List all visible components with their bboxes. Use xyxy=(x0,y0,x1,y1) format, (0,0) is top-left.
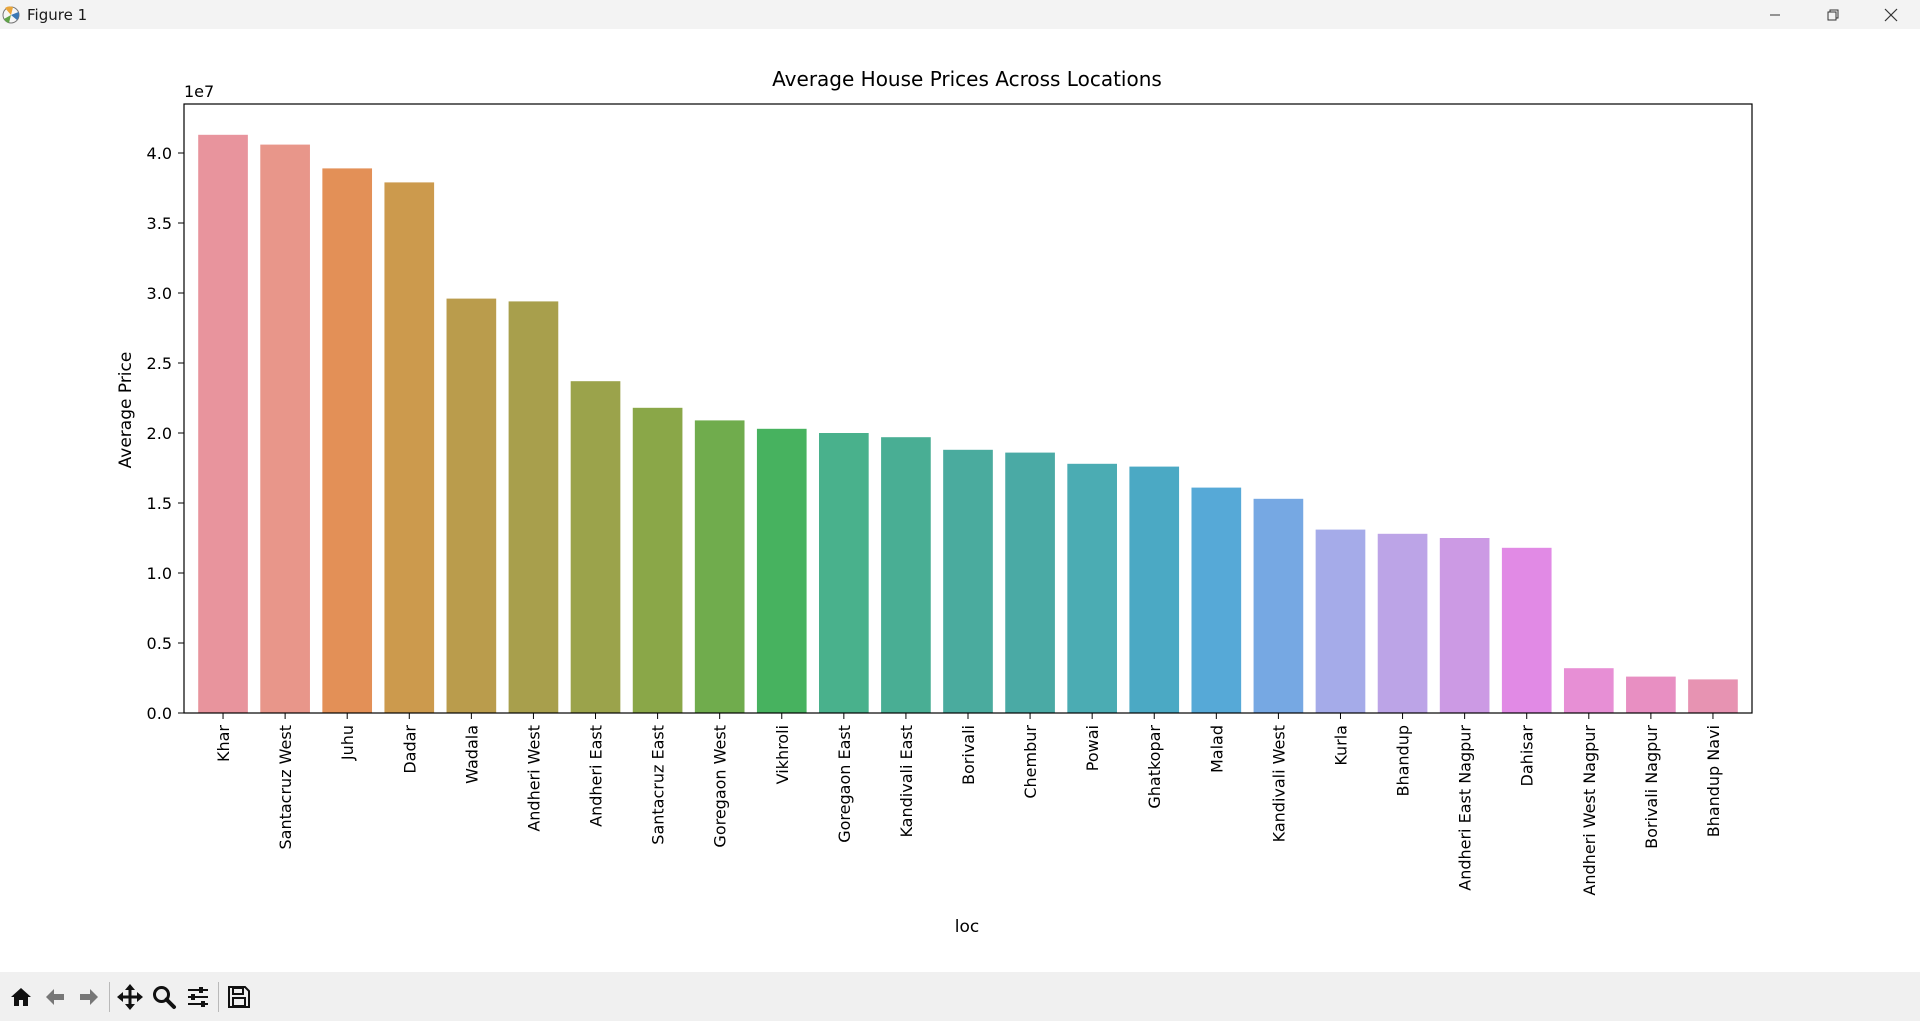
back-icon xyxy=(46,988,64,1005)
y-tick-label: 4.0 xyxy=(147,144,172,163)
x-tick-label: Powai xyxy=(1083,725,1102,771)
x-axis-label: loc xyxy=(955,917,979,937)
navigation-toolbar xyxy=(0,972,1920,1021)
x-tick-label: Vikhroli xyxy=(773,725,792,784)
y-offset-label: 1e7 xyxy=(184,82,214,101)
pan-button[interactable] xyxy=(113,980,147,1014)
window-titlebar: Figure 1 xyxy=(0,0,1920,29)
bar xyxy=(1626,676,1676,713)
home-icon xyxy=(11,987,31,1006)
y-tick-label: 0.0 xyxy=(147,704,172,723)
x-tick-label: Ghatkopar xyxy=(1145,725,1164,809)
toolbar-separator xyxy=(218,981,219,1012)
bar xyxy=(694,420,745,713)
bar xyxy=(1439,538,1490,713)
x-tick-label: Malad xyxy=(1207,725,1226,773)
bar xyxy=(1315,529,1366,713)
bar xyxy=(198,134,248,714)
bar xyxy=(1067,463,1117,713)
bar xyxy=(260,144,310,714)
y-tick-label: 0.5 xyxy=(147,634,172,653)
x-tick-label: Dahisar xyxy=(1518,725,1537,787)
x-tick-label: Khar xyxy=(214,725,233,762)
bar xyxy=(1191,487,1242,713)
x-tick-label: Juhu xyxy=(338,725,357,761)
x-tick-label: Bhandup Navi xyxy=(1704,725,1723,837)
home-button[interactable] xyxy=(4,980,38,1014)
bar xyxy=(1377,533,1428,713)
y-tick-label: 2.0 xyxy=(147,424,172,443)
toolbar-separator xyxy=(109,981,110,1012)
x-tick-label: Kurla xyxy=(1331,725,1350,766)
x-tick-label: Andheri West Nagpur xyxy=(1580,725,1599,896)
y-axis-label: Average Price xyxy=(116,352,136,469)
x-tick-label: Kandivali West xyxy=(1269,725,1288,842)
x-tick-label: Wadala xyxy=(462,725,481,784)
bar xyxy=(881,437,931,713)
bar xyxy=(1501,547,1552,713)
x-tick-label: Borivali xyxy=(959,725,978,785)
save-icon xyxy=(228,985,250,1008)
bar xyxy=(322,168,373,713)
back-button[interactable] xyxy=(38,980,72,1014)
zoom-icon xyxy=(153,985,176,1009)
bar xyxy=(570,381,621,713)
y-tick-label: 1.5 xyxy=(147,494,172,513)
bar xyxy=(446,298,497,713)
bar-chart: Average House Prices Across Locations 1e… xyxy=(116,67,1753,937)
close-icon xyxy=(1884,8,1898,21)
bar xyxy=(1688,679,1738,713)
x-tick-label: Andheri East xyxy=(587,725,606,827)
bar xyxy=(384,182,435,713)
restore-icon xyxy=(1827,9,1839,20)
x-tick-label: Goregaon East xyxy=(835,725,854,843)
forward-button[interactable] xyxy=(72,980,106,1014)
minimize-button[interactable] xyxy=(1746,0,1804,29)
chart-title: Average House Prices Across Locations xyxy=(772,67,1162,91)
restore-button[interactable] xyxy=(1804,0,1862,29)
bar xyxy=(819,433,869,713)
configure-subplots-icon xyxy=(188,986,208,1007)
x-tick-label: Santacruz East xyxy=(649,725,668,845)
close-button[interactable] xyxy=(1862,0,1920,29)
x-tick-label: Santacruz West xyxy=(276,725,295,850)
zoom-button[interactable] xyxy=(147,980,181,1014)
y-tick-label: 3.5 xyxy=(147,214,172,233)
x-tick-label: Andheri West xyxy=(524,725,543,832)
matplotlib-icon xyxy=(2,5,20,23)
bar xyxy=(1563,668,1614,713)
window-title: Figure 1 xyxy=(27,5,88,24)
bar xyxy=(1005,452,1055,713)
bar xyxy=(632,407,683,713)
bar xyxy=(1129,466,1180,713)
x-tick-label: Goregaon West xyxy=(711,725,730,848)
y-tick-label: 3.0 xyxy=(147,284,172,303)
x-tick-label: Andheri East Nagpur xyxy=(1456,725,1475,891)
y-tick-label: 1.0 xyxy=(147,564,172,583)
forward-icon xyxy=(80,988,98,1005)
figure-canvas: Average House Prices Across Locations 1e… xyxy=(0,29,1920,972)
x-tick-label: Kandivali East xyxy=(897,725,916,838)
x-tick-label: Borivali Nagpur xyxy=(1642,725,1661,849)
configure-subplots-button[interactable] xyxy=(181,980,215,1014)
plot-frame xyxy=(183,103,1753,714)
x-tick-label: Chembur xyxy=(1021,725,1040,799)
x-tick-label: Bhandup xyxy=(1394,725,1413,797)
save-button[interactable] xyxy=(222,980,256,1014)
bar xyxy=(943,449,993,713)
x-tick-label: Dadar xyxy=(400,725,419,774)
pan-icon xyxy=(117,983,143,1010)
bar xyxy=(508,301,559,713)
bar xyxy=(1253,498,1304,713)
y-tick-label: 2.5 xyxy=(147,354,172,373)
minimize-icon xyxy=(1770,14,1780,15)
bar xyxy=(756,428,807,713)
